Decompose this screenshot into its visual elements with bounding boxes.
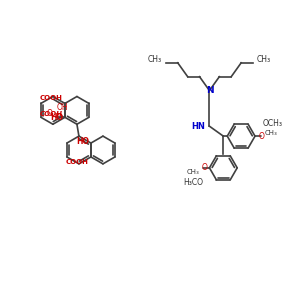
Text: CH₃: CH₃ bbox=[187, 169, 200, 175]
Text: HO: HO bbox=[50, 113, 63, 122]
Text: H₃CO: H₃CO bbox=[184, 178, 203, 187]
Text: O: O bbox=[259, 132, 265, 141]
Text: OCH₃: OCH₃ bbox=[263, 119, 283, 128]
Text: HN: HN bbox=[192, 122, 206, 131]
Text: O: O bbox=[202, 163, 208, 172]
Text: OH: OH bbox=[56, 103, 68, 112]
Text: COOH: COOH bbox=[40, 111, 63, 117]
Text: N: N bbox=[206, 86, 213, 95]
Text: CH₃: CH₃ bbox=[148, 55, 162, 64]
Text: COOH: COOH bbox=[66, 159, 89, 165]
Text: CH₃: CH₃ bbox=[257, 55, 271, 64]
Text: HO: HO bbox=[76, 136, 89, 146]
Text: CH₃: CH₃ bbox=[265, 130, 278, 136]
Text: COOH: COOH bbox=[40, 95, 63, 101]
Text: O: O bbox=[46, 109, 52, 118]
